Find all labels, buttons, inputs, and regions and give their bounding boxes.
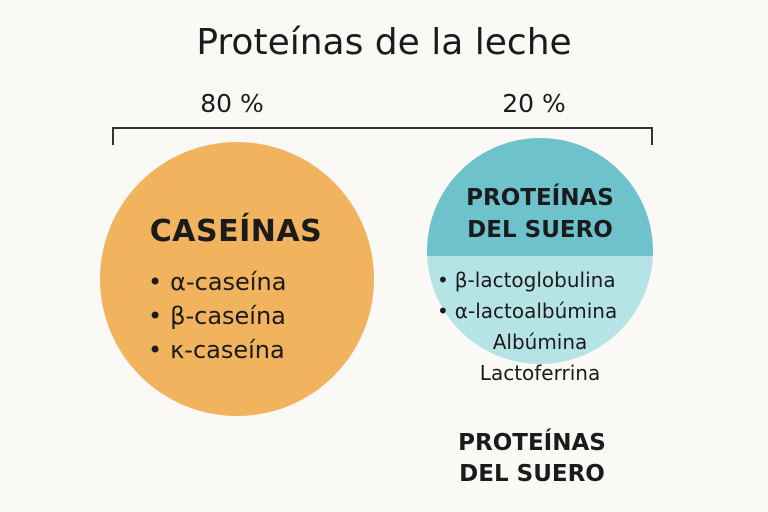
casein-heading: CASEÍNAS <box>149 214 323 249</box>
whey-caption-line1: PROTEÍNAS <box>458 430 606 456</box>
diagram-title: Proteínas de la leche <box>196 22 572 63</box>
list-item: α-caseína <box>148 265 286 299</box>
whey-caption: PROTEÍNAS DEL SUERO <box>412 428 652 490</box>
whey-heading: PROTEÍNAS DEL SUERO <box>427 182 653 246</box>
list-item: Albúmina <box>492 330 588 354</box>
casein-percentage: 80 % <box>200 89 264 118</box>
list-item: β-lactoglobulina <box>425 265 655 296</box>
whey-caption-line2: DEL SUERO <box>459 461 605 487</box>
list-item: κ-caseína <box>148 333 286 367</box>
whey-heading-line1: PROTEÍNAS <box>466 185 614 211</box>
whey-heading-line2: DEL SUERO <box>467 217 613 243</box>
casein-list: α-caseína β-caseína κ-caseína <box>148 265 286 367</box>
list-item: β-caseína <box>148 299 286 333</box>
list-item: α-lactoalbúmina <box>425 296 655 327</box>
whey-percentage: 20 % <box>502 89 566 118</box>
list-item: Lactoferrina <box>479 361 601 385</box>
whey-list: β-lactoglobulina α-lactoalbúmina Albúmin… <box>425 265 655 389</box>
